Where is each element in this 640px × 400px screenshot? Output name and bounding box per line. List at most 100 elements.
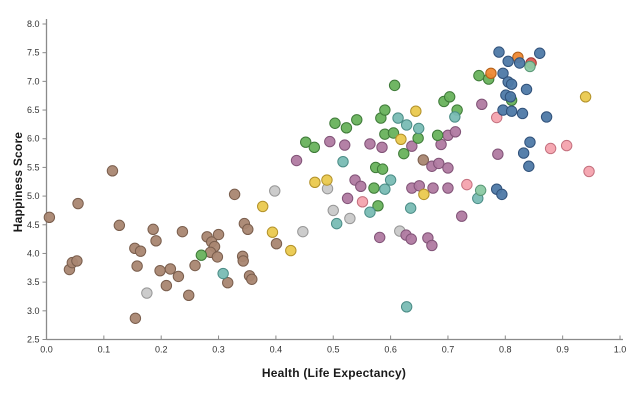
data-point-green bbox=[300, 136, 312, 148]
data-point-green bbox=[398, 147, 410, 160]
data-point-brown bbox=[176, 225, 189, 238]
data-point-brown bbox=[71, 255, 83, 267]
data-point-green bbox=[368, 182, 380, 194]
data-point-brown bbox=[417, 154, 429, 166]
x-tick-label: 0.9 bbox=[556, 345, 569, 355]
data-point-yellow bbox=[410, 105, 422, 117]
x-tick-label: 0.2 bbox=[155, 345, 168, 355]
data-point-green bbox=[379, 104, 391, 116]
data-point-green bbox=[351, 114, 363, 126]
data-point-blue bbox=[516, 107, 529, 120]
x-tick-label: 0.5 bbox=[327, 345, 340, 355]
data-point-brown bbox=[211, 251, 224, 263]
data-point-pink bbox=[583, 165, 595, 178]
data-point-purple bbox=[449, 126, 462, 138]
data-point-purple bbox=[290, 154, 303, 167]
data-point-brown bbox=[172, 270, 185, 283]
data-point-teal bbox=[400, 301, 413, 313]
y-tick-label: 6.0 bbox=[27, 134, 40, 144]
data-point-yellow bbox=[266, 226, 279, 238]
x-tick-label: 0.4 bbox=[270, 345, 283, 355]
data-point-pink bbox=[560, 139, 573, 152]
data-point-purple bbox=[355, 180, 367, 193]
data-point-green bbox=[431, 129, 444, 141]
data-point-brown bbox=[212, 228, 225, 241]
data-point-pink bbox=[356, 196, 369, 208]
data-point-green bbox=[376, 163, 389, 175]
data-point-teal bbox=[384, 174, 397, 186]
y-tick-label: 2.5 bbox=[27, 335, 40, 345]
data-point-green bbox=[329, 117, 341, 129]
y-tick-label: 5.5 bbox=[27, 162, 40, 172]
x-tick-label: 0.0 bbox=[40, 345, 53, 355]
data-point-brown bbox=[246, 273, 258, 285]
data-point-blue bbox=[513, 57, 526, 69]
x-tick-label: 0.1 bbox=[98, 345, 111, 355]
data-point-blue bbox=[534, 47, 546, 59]
x-axis-title: Health (Life Expectancy) bbox=[261, 366, 407, 380]
data-point-blue bbox=[540, 111, 553, 123]
data-point-green bbox=[340, 122, 353, 134]
y-tick-label: 6.5 bbox=[27, 105, 40, 115]
data-point-green bbox=[195, 249, 208, 261]
data-point-pink bbox=[544, 142, 557, 155]
y-tick-label: 8.0 bbox=[27, 19, 40, 29]
data-point-teal bbox=[364, 206, 376, 218]
y-tick-label: 7.0 bbox=[27, 76, 40, 86]
data-point-brown bbox=[242, 223, 254, 236]
data-point-purple bbox=[456, 210, 468, 222]
data-point-purple bbox=[364, 138, 376, 150]
data-point-purple bbox=[339, 139, 351, 151]
data-point-teal bbox=[413, 122, 425, 135]
data-point-gray bbox=[327, 204, 339, 217]
data-point-blue bbox=[524, 136, 536, 148]
data-point-blue bbox=[502, 55, 514, 67]
y-axis-title: Happiness Score bbox=[11, 131, 25, 233]
data-point-green bbox=[412, 132, 424, 144]
data-point-purple bbox=[376, 141, 388, 154]
data-point-teal bbox=[379, 183, 391, 195]
data-point-brown bbox=[72, 197, 84, 210]
data-point-brown bbox=[43, 211, 56, 224]
data-point-purple bbox=[442, 182, 454, 194]
data-point-purple bbox=[427, 182, 439, 194]
data-point-brown bbox=[228, 188, 241, 201]
data-point-gray bbox=[269, 185, 281, 197]
y-tick-label: 3.0 bbox=[27, 306, 40, 316]
data-point-blue bbox=[496, 188, 508, 201]
data-point-blue bbox=[504, 91, 517, 103]
data-point-brown bbox=[154, 264, 166, 277]
data-point-brown bbox=[150, 235, 162, 247]
data-point-brown bbox=[222, 277, 234, 289]
data-point-blue bbox=[493, 46, 505, 58]
data-point-teal bbox=[337, 155, 349, 168]
data-point-yellow bbox=[257, 200, 269, 213]
data-point-brown bbox=[237, 255, 249, 267]
data-point-gray bbox=[344, 212, 356, 225]
data-point-blue bbox=[520, 83, 533, 96]
x-tick-label: 0.8 bbox=[499, 345, 512, 355]
data-point-brown bbox=[134, 245, 147, 257]
y-tick-label: 7.5 bbox=[27, 48, 40, 58]
data-point-green bbox=[388, 79, 401, 92]
data-point-blue bbox=[505, 105, 518, 117]
data-point-green bbox=[443, 91, 456, 103]
data-point-mint bbox=[524, 60, 536, 73]
data-point-pink bbox=[461, 178, 473, 191]
data-point-brown bbox=[183, 289, 195, 302]
data-point-teal bbox=[449, 111, 461, 123]
data-point-brown bbox=[129, 312, 142, 324]
data-point-blue bbox=[497, 67, 509, 80]
data-point-orange bbox=[485, 67, 497, 80]
data-point-purple bbox=[492, 148, 504, 160]
data-point-gray bbox=[297, 225, 309, 238]
y-tick-label: 4.5 bbox=[27, 220, 40, 230]
x-tick-label: 1.0 bbox=[614, 345, 627, 355]
data-point-purple bbox=[341, 192, 354, 205]
data-point-green bbox=[308, 141, 321, 154]
data-point-yellow bbox=[418, 188, 430, 201]
data-point-gray bbox=[141, 287, 153, 299]
data-point-brown bbox=[270, 238, 283, 250]
